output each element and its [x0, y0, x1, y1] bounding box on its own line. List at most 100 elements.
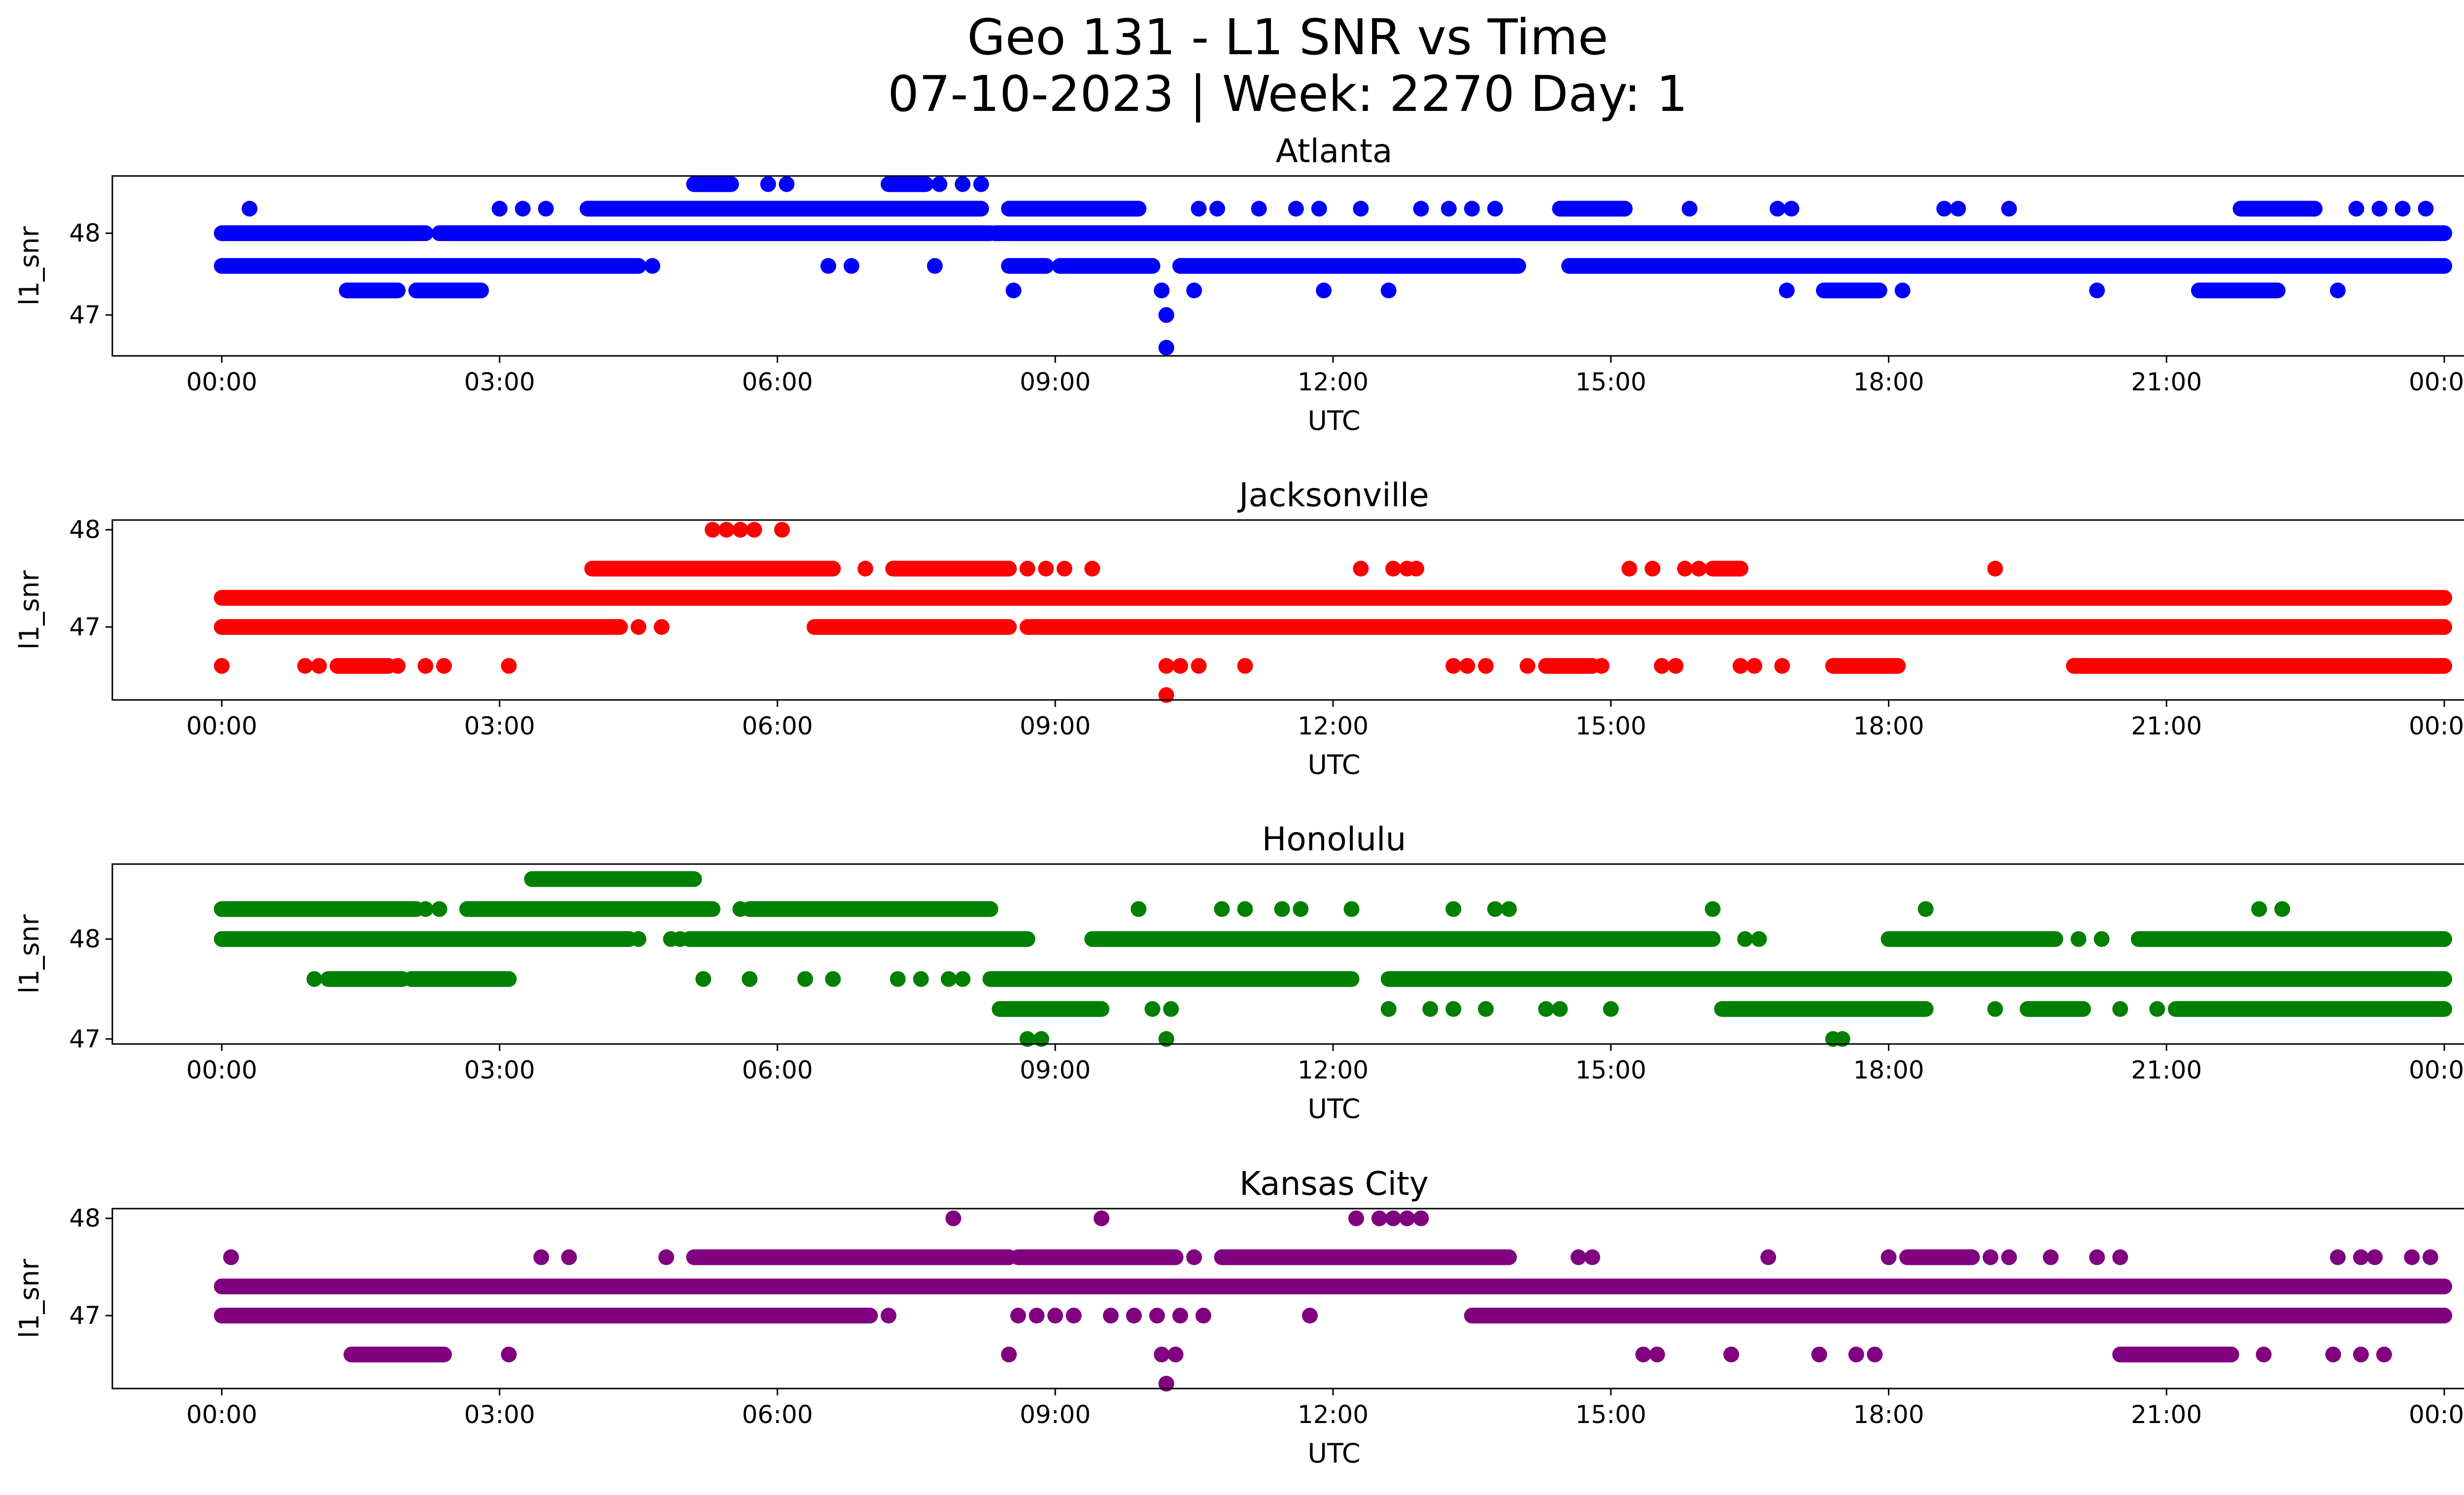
data-point	[2353, 1346, 2369, 1362]
data-point	[1274, 901, 1290, 917]
data-point	[1677, 560, 1693, 577]
data-point	[1214, 901, 1230, 917]
dense-point-run	[686, 1249, 1017, 1265]
data-point	[1343, 901, 1360, 917]
data-point	[2422, 1001, 2438, 1017]
data-point	[1774, 658, 1790, 674]
data-point	[653, 619, 670, 635]
y-axis-label: l1_snr	[14, 914, 45, 994]
data-point	[1191, 658, 1207, 674]
data-point	[843, 258, 859, 274]
dense-point-run	[1380, 971, 2452, 987]
data-point	[732, 522, 749, 538]
data-point	[1001, 1346, 1017, 1362]
series-points	[214, 1210, 2452, 1392]
data-point	[2371, 201, 2388, 217]
data-point	[1570, 1249, 1586, 1265]
data-point	[1723, 1346, 1740, 1362]
dense-point-run	[1881, 931, 2063, 947]
x-tick-label: 15:00	[1575, 1056, 1646, 1084]
dense-point-run	[2168, 1001, 2452, 1017]
data-point	[1413, 1210, 1429, 1226]
data-point	[1144, 1001, 1161, 1017]
data-point	[1459, 658, 1475, 674]
data-point	[890, 971, 906, 987]
data-point	[1987, 1001, 2003, 1017]
data-point	[1385, 560, 1402, 577]
data-point	[816, 1249, 832, 1265]
data-point	[2001, 201, 2017, 217]
data-point	[1760, 1249, 1777, 1265]
dense-point-run	[1538, 658, 1601, 674]
x-tick-label: 06:00	[742, 712, 813, 740]
dense-point-run	[1172, 258, 1526, 274]
data-point	[2422, 1249, 2438, 1265]
data-point	[1047, 1308, 1063, 1324]
data-point	[1881, 1249, 1897, 1265]
data-point	[1316, 282, 1332, 299]
data-point	[2353, 1249, 2369, 1265]
x-tick-label: 18:00	[1853, 1056, 1924, 1084]
data-point	[742, 971, 758, 987]
data-point	[2251, 901, 2267, 917]
data-point	[1834, 1031, 1850, 1047]
x-tick-label: 00:00	[186, 712, 257, 740]
x-tick-label: 06:00	[742, 1056, 813, 1084]
data-point	[825, 971, 841, 987]
data-point	[1413, 201, 1429, 217]
data-point	[797, 1249, 813, 1265]
dense-point-run	[1815, 282, 1887, 299]
data-point	[913, 971, 929, 987]
data-point	[241, 201, 258, 217]
data-point	[1867, 1346, 1883, 1362]
data-point	[945, 1210, 961, 1226]
data-point	[1126, 1308, 1142, 1324]
x-axis-label: UTC	[1307, 749, 1360, 780]
x-tick-label: 09:00	[1020, 1056, 1091, 1084]
dense-point-run	[214, 258, 647, 274]
y-tick-label: 47	[69, 613, 101, 641]
subplot-title: Honolulu	[1262, 820, 1406, 858]
dense-point-run	[806, 619, 1017, 635]
data-point	[1094, 1210, 1110, 1226]
data-point	[417, 658, 434, 674]
dense-point-run	[1010, 1249, 1184, 1265]
data-point	[1770, 201, 1785, 217]
data-point	[1621, 560, 1638, 577]
data-point	[1353, 560, 1369, 577]
data-point	[1478, 1001, 1494, 1017]
data-point	[644, 258, 660, 274]
data-point	[1172, 1308, 1188, 1324]
data-point	[973, 176, 989, 192]
dense-point-run	[214, 1308, 878, 1324]
dense-point-run	[881, 176, 934, 192]
data-point	[1616, 201, 1633, 217]
x-tick-label: 12:00	[1298, 1056, 1369, 1084]
x-tick-label: 00:00	[186, 368, 257, 396]
dense-point-run	[1552, 201, 1633, 217]
data-point	[1172, 658, 1188, 674]
data-point	[1158, 687, 1174, 703]
data-point	[1779, 282, 1795, 299]
y-tick-label: 48	[69, 925, 101, 953]
data-point	[658, 1249, 674, 1265]
dense-point-run	[1001, 258, 1054, 274]
subplot-atlanta: Atlanta 00:00 03:00 06:00 09:00 12:00 15:00 18:…	[14, 132, 2464, 436]
data-point	[1654, 658, 1670, 674]
data-point	[1028, 1308, 1045, 1324]
data-point	[1084, 560, 1100, 577]
data-point	[746, 522, 762, 538]
data-point	[2418, 201, 2434, 217]
data-point	[1783, 201, 1800, 217]
data-point	[2274, 901, 2291, 917]
data-point	[1584, 1249, 1601, 1265]
data-point	[2089, 282, 2105, 299]
dense-point-run	[1899, 1249, 1980, 1265]
data-point	[1158, 1031, 1174, 1047]
y-tick-label: 47	[69, 301, 101, 329]
data-point	[719, 522, 735, 538]
x-tick-label: 03:00	[464, 712, 535, 740]
x-tick-label: 12:00	[1298, 368, 1369, 396]
dense-point-run	[1001, 201, 1147, 217]
subplot-title: Jacksonville	[1237, 476, 1429, 514]
